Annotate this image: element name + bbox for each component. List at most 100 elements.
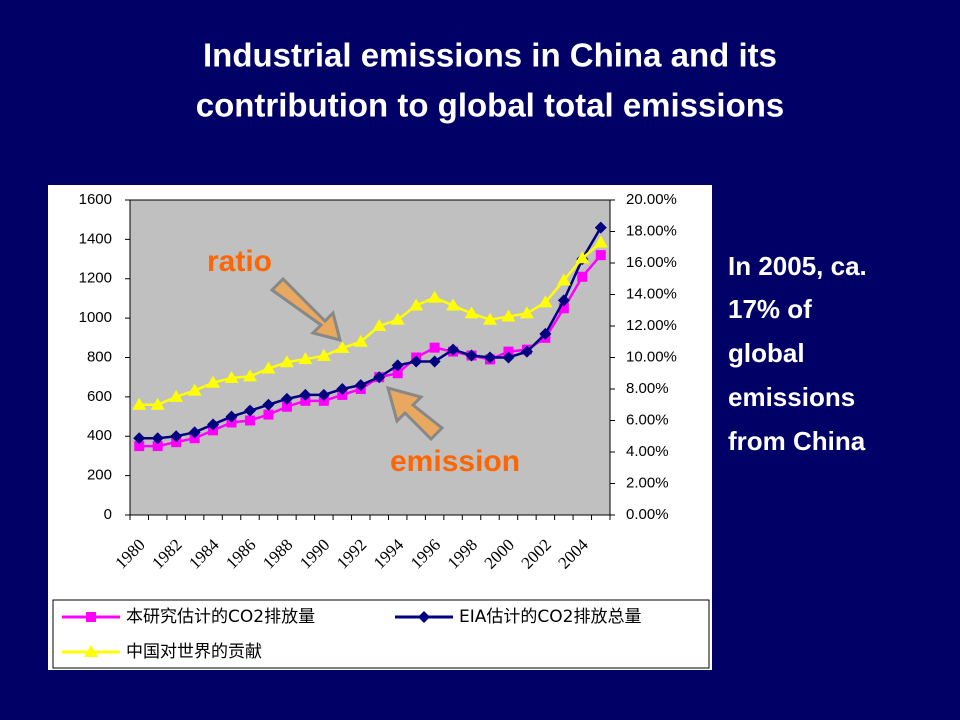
title-line: Industrial emissions in China and its bbox=[203, 37, 777, 74]
marker bbox=[316, 348, 331, 361]
marker bbox=[84, 645, 98, 657]
legend-label: EIA估计的CO2排放总量 bbox=[459, 607, 641, 627]
marker bbox=[86, 612, 96, 622]
marker bbox=[558, 303, 569, 314]
marker bbox=[244, 404, 256, 417]
marker bbox=[299, 388, 312, 401]
marker bbox=[557, 294, 570, 307]
marker bbox=[263, 409, 274, 420]
marker bbox=[280, 392, 293, 405]
arrow bbox=[385, 385, 445, 442]
legend-label: 中国对世界的贡献 bbox=[126, 642, 262, 662]
marker bbox=[556, 273, 571, 286]
marker bbox=[594, 221, 607, 234]
y2-tick-label: 4.00% bbox=[626, 443, 669, 460]
marker bbox=[245, 415, 255, 426]
y2-tick-label: 6.00% bbox=[626, 411, 669, 428]
marker bbox=[418, 611, 430, 623]
marker bbox=[539, 327, 552, 340]
y-tick-label: 0 bbox=[104, 506, 112, 523]
marker bbox=[354, 379, 367, 392]
marker bbox=[151, 432, 164, 445]
marker bbox=[391, 359, 404, 372]
marker bbox=[428, 355, 441, 368]
side-text: from China bbox=[728, 426, 866, 456]
legend-box bbox=[52, 599, 710, 669]
y2-tick-label: 20.00% bbox=[626, 191, 677, 208]
y2-tick-label: 18.00% bbox=[626, 222, 677, 239]
y-tick-label: 600 bbox=[87, 388, 112, 405]
marker bbox=[279, 355, 294, 368]
y2-tick-label: 2.00% bbox=[626, 474, 669, 491]
y2-tick-label: 16.00% bbox=[626, 254, 677, 271]
marker bbox=[335, 341, 350, 354]
y-tick-label: 1400 bbox=[79, 230, 112, 247]
marker bbox=[134, 441, 145, 452]
y-tick-label: 800 bbox=[87, 348, 112, 365]
side-text: 17% of bbox=[728, 294, 812, 324]
side-text: In 2005, ca. bbox=[728, 251, 867, 281]
marker bbox=[281, 401, 292, 412]
marker bbox=[298, 352, 313, 365]
y-tick-label: 1600 bbox=[79, 191, 112, 208]
annotation: ratio bbox=[207, 245, 272, 278]
marker bbox=[152, 441, 163, 452]
marker bbox=[373, 371, 386, 384]
marker bbox=[390, 312, 405, 325]
marker bbox=[133, 432, 146, 445]
marker bbox=[169, 389, 184, 402]
marker bbox=[170, 430, 183, 443]
marker bbox=[372, 319, 387, 331]
marker bbox=[502, 351, 515, 364]
marker bbox=[410, 355, 423, 368]
marker bbox=[207, 418, 220, 431]
marker bbox=[519, 306, 534, 319]
y2-tick-label: 14.00% bbox=[626, 285, 677, 302]
marker bbox=[520, 345, 533, 358]
side-text: emissions bbox=[728, 382, 855, 412]
marks bbox=[132, 221, 608, 452]
marker bbox=[501, 309, 516, 322]
marker bbox=[538, 295, 553, 308]
marker bbox=[317, 388, 330, 401]
y2-tick-label: 12.00% bbox=[626, 317, 677, 334]
marker bbox=[464, 306, 479, 319]
marker bbox=[187, 383, 202, 396]
marker bbox=[392, 368, 403, 379]
marker bbox=[224, 370, 239, 383]
marker bbox=[429, 342, 440, 353]
marker bbox=[595, 250, 606, 261]
y2-tick-label: 10.00% bbox=[626, 348, 677, 365]
y2-tick-label: 0.00% bbox=[626, 506, 669, 523]
marker bbox=[409, 298, 424, 311]
marker bbox=[132, 397, 147, 410]
marker bbox=[577, 271, 588, 282]
marker bbox=[206, 375, 221, 388]
marker bbox=[483, 312, 497, 325]
marker bbox=[465, 349, 478, 362]
annotation: emission bbox=[390, 445, 520, 478]
marker bbox=[243, 369, 257, 382]
y-tick-label: 1000 bbox=[79, 309, 112, 326]
marker bbox=[336, 383, 349, 395]
marker bbox=[225, 410, 238, 423]
marker bbox=[484, 351, 496, 364]
marker bbox=[427, 290, 442, 303]
side-text: global bbox=[728, 338, 805, 368]
marker bbox=[575, 251, 590, 264]
y-tick-label: 400 bbox=[87, 427, 112, 444]
marker bbox=[593, 235, 608, 248]
legend-label: 本研究估计的CO2排放量 bbox=[126, 607, 315, 627]
marker bbox=[353, 334, 368, 347]
y2-tick-label: 8.00% bbox=[626, 380, 669, 397]
marker bbox=[261, 361, 276, 374]
y-tick-label: 200 bbox=[87, 467, 112, 484]
marker bbox=[262, 398, 275, 411]
marker bbox=[447, 343, 460, 356]
arrow bbox=[269, 276, 343, 343]
y-tick-label: 1200 bbox=[79, 270, 112, 287]
marker bbox=[446, 298, 461, 311]
plot-area bbox=[129, 199, 611, 516]
marker bbox=[150, 397, 165, 410]
